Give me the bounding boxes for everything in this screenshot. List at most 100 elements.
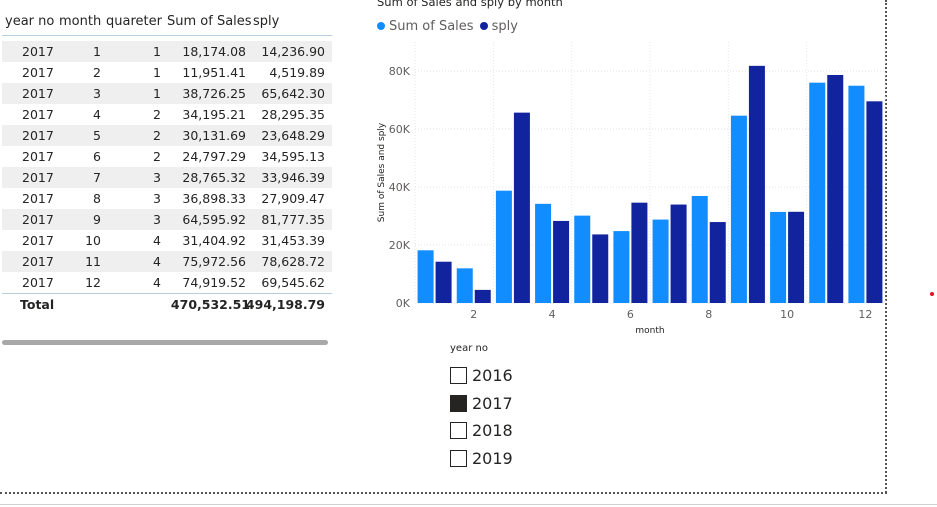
table-row[interactable]: 2017 12 4 74,919.52 69,545.62 <box>2 272 332 293</box>
bar-sply[interactable] <box>435 261 452 303</box>
cell-sum-of-sales: 75,972.56 <box>182 254 246 269</box>
bar-sum-of-sales[interactable] <box>417 250 434 303</box>
cell-quarter: 2 <box>153 149 161 164</box>
bar-sply[interactable] <box>827 74 844 303</box>
bar-sum-of-sales[interactable] <box>456 268 473 303</box>
checkbox-unchecked-icon[interactable] <box>450 422 467 440</box>
x-tick-label: 12 <box>858 308 872 321</box>
x-tick-label: 4 <box>549 308 556 321</box>
bar-sply[interactable] <box>474 289 491 303</box>
cell-sply: 81,777.35 <box>261 212 325 227</box>
table-body: 2017 1 1 18,174.08 14,236.90 2017 2 1 11,951.41 4… <box>2 41 332 293</box>
table-row[interactable]: 2017 9 3 64,595.92 81,777.35 <box>2 209 332 230</box>
cell-quarter: 2 <box>153 107 161 122</box>
legend-marker-icon <box>479 22 488 30</box>
column-header-year-no[interactable]: year no <box>5 14 55 29</box>
slicer-option-2019[interactable]: 2019 <box>450 445 590 473</box>
cell-quarter: 3 <box>153 170 161 185</box>
bar-sum-of-sales[interactable] <box>495 190 512 303</box>
checkbox-unchecked-icon[interactable] <box>450 367 467 385</box>
cell-month: 2 <box>93 65 101 80</box>
table-horizontal-scrollbar[interactable] <box>2 340 328 345</box>
bar-sply[interactable] <box>592 234 609 303</box>
cell-year-no: 2017 <box>22 149 54 164</box>
column-header-sum-of-sales[interactable]: Sum of Sales <box>167 14 252 29</box>
slicer-option-label: 2018 <box>472 421 513 441</box>
slicer-option-2018[interactable]: 2018 <box>450 417 590 445</box>
clustered-column-chart[interactable]: 0K 20K 40K 60K 80K 2 4 6 8 10 12 month Sum of Sales … <box>370 40 890 340</box>
table-row[interactable]: 2017 3 1 38,726.25 65,642.30 <box>2 83 332 104</box>
bar-sum-of-sales[interactable] <box>691 195 708 303</box>
cell-quarter: 4 <box>153 275 161 290</box>
cell-year-no: 2017 <box>22 86 54 101</box>
cell-sum-of-sales: 24,797.29 <box>182 149 246 164</box>
table-row[interactable]: 2017 8 3 36,898.33 27,909.47 <box>2 188 332 209</box>
cell-year-no: 2017 <box>22 107 54 122</box>
bar-sply[interactable] <box>513 112 530 303</box>
bar-sum-of-sales[interactable] <box>613 231 630 303</box>
column-header-month[interactable]: month <box>59 14 102 29</box>
legend-item-sum-of-sales[interactable]: Sum of Sales <box>377 19 474 34</box>
cell-sply: 78,628.72 <box>261 254 325 269</box>
canvas-boundary-right <box>885 0 887 493</box>
bar-sum-of-sales[interactable] <box>730 115 747 303</box>
cell-year-no: 2017 <box>22 254 54 269</box>
x-tick-label: 6 <box>627 308 634 321</box>
column-header-quarter[interactable]: quareter <box>106 14 162 29</box>
slicer-option-2016[interactable]: 2016 <box>450 362 590 390</box>
cell-month: 7 <box>93 170 101 185</box>
bar-sply[interactable] <box>788 211 805 303</box>
bar-sum-of-sales[interactable] <box>535 203 552 303</box>
cell-sum-of-sales: 18,174.08 <box>182 44 246 59</box>
cell-sply: 14,236.90 <box>261 44 325 59</box>
cell-month: 3 <box>93 86 101 101</box>
bar-sply[interactable] <box>709 222 726 303</box>
bar-sply[interactable] <box>553 220 570 303</box>
bar-sply[interactable] <box>748 65 765 303</box>
table-row[interactable]: 2017 1 1 18,174.08 14,236.90 <box>2 41 332 62</box>
bar-sum-of-sales[interactable] <box>652 219 669 303</box>
cell-sum-of-sales: 31,404.92 <box>182 233 246 248</box>
slicer-option-label: 2016 <box>472 366 513 386</box>
cell-year-no: 2017 <box>22 128 54 143</box>
bar-sum-of-sales[interactable] <box>574 215 591 303</box>
cell-sum-of-sales: 38,726.25 <box>182 86 246 101</box>
column-header-sply[interactable]: sply <box>253 14 280 29</box>
table-row[interactable]: 2017 10 4 31,404.92 31,453.39 <box>2 230 332 251</box>
cell-month: 9 <box>93 212 101 227</box>
slicer-option-label: 2019 <box>472 448 513 468</box>
table-row[interactable]: 2017 6 2 24,797.29 34,595.13 <box>2 146 332 167</box>
table-total-row: Total 470,532.51 494,198.79 <box>2 293 332 315</box>
cell-year-no: 2017 <box>22 170 54 185</box>
bar-sply[interactable] <box>631 202 648 303</box>
bar-sum-of-sales[interactable] <box>770 211 787 303</box>
cell-year-no: 2017 <box>22 233 54 248</box>
total-sply: 494,198.79 <box>245 297 325 312</box>
cell-sum-of-sales: 36,898.33 <box>182 191 246 206</box>
bar-sply[interactable] <box>866 101 883 303</box>
cell-sum-of-sales: 11,951.41 <box>182 65 246 80</box>
cell-sum-of-sales: 28,765.32 <box>182 170 246 185</box>
legend-label: Sum of Sales <box>389 18 474 34</box>
slicer-option-2017[interactable]: 2017 <box>450 390 590 418</box>
checkbox-unchecked-icon[interactable] <box>450 449 467 467</box>
bar-sply[interactable] <box>670 204 687 303</box>
cell-year-no: 2017 <box>22 44 54 59</box>
cell-sum-of-sales: 64,595.92 <box>182 212 246 227</box>
table-row[interactable]: 2017 7 3 28,765.32 33,946.39 <box>2 167 332 188</box>
cell-sply: 34,595.13 <box>261 149 325 164</box>
cell-quarter: 4 <box>153 254 161 269</box>
page-tabs-strip <box>0 504 937 507</box>
checkbox-checked-icon[interactable] <box>450 394 467 412</box>
table-row[interactable]: 2017 2 1 11,951.41 4,519.89 <box>2 62 332 83</box>
legend-label: sply <box>491 18 518 34</box>
table-row[interactable]: 2017 4 2 34,195.21 28,295.35 <box>2 104 332 125</box>
cell-month: 12 <box>85 275 101 290</box>
legend-item-sply[interactable]: sply <box>479 18 518 34</box>
cell-sply: 65,642.30 <box>261 86 325 101</box>
bar-sum-of-sales[interactable] <box>848 85 865 303</box>
cell-sply: 27,909.47 <box>261 191 325 206</box>
table-row[interactable]: 2017 11 4 75,972.56 78,628.72 <box>2 251 332 272</box>
table-row[interactable]: 2017 5 2 30,131.69 23,648.29 <box>2 125 332 146</box>
bar-sum-of-sales[interactable] <box>809 82 826 303</box>
